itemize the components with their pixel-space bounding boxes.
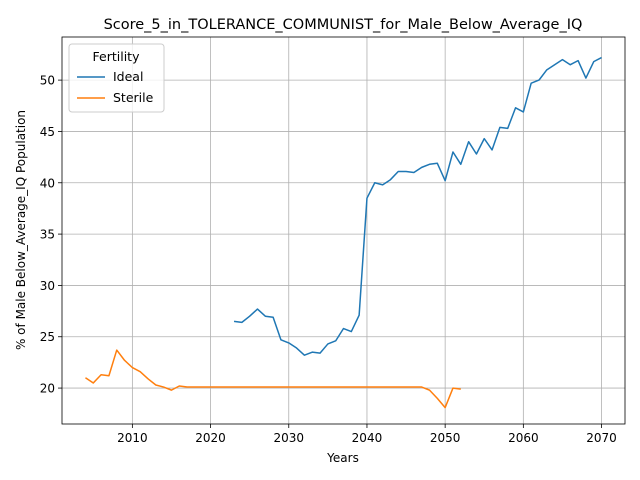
y-axis-ticks: 20 25 30 35 40 45 50 <box>40 74 62 396</box>
x-tick-label: 2070 <box>586 431 617 445</box>
plot-frame <box>61 36 626 425</box>
grid-lines <box>62 37 625 424</box>
y-tick-label: 20 <box>40 382 55 396</box>
series-line-sterile <box>85 349 461 409</box>
x-tick-label: 2050 <box>430 431 461 445</box>
x-axis-label: Years <box>326 451 359 465</box>
y-tick-label: 30 <box>40 279 55 293</box>
legend: Fertility Ideal Sterile <box>68 43 165 113</box>
legend-label-sterile: Sterile <box>113 90 154 105</box>
x-tick-label: 2030 <box>273 431 304 445</box>
x-tick-label: 2020 <box>195 431 226 445</box>
x-tick-label: 2060 <box>508 431 539 445</box>
y-axis-label: % of Male Below_Average_IQ Population <box>14 110 28 350</box>
x-axis-ticks: 2010 2020 2030 2040 2050 2060 2070 <box>117 424 617 445</box>
legend-box <box>68 43 165 113</box>
y-tick-label: 50 <box>40 74 55 88</box>
legend-title: Fertility <box>93 49 141 64</box>
chart-title: Score_5_in_TOLERANCE_COMMUNIST_for_Male_… <box>104 17 583 33</box>
y-tick-label: 40 <box>40 176 55 190</box>
y-tick-label: 25 <box>40 330 55 344</box>
x-tick-label: 2010 <box>117 431 148 445</box>
series-lines <box>85 56 602 409</box>
legend-label-ideal: Ideal <box>113 69 143 84</box>
y-tick-label: 45 <box>40 125 55 139</box>
series-line-ideal <box>233 56 602 356</box>
y-tick-label: 35 <box>40 228 55 242</box>
x-tick-label: 2040 <box>352 431 383 445</box>
